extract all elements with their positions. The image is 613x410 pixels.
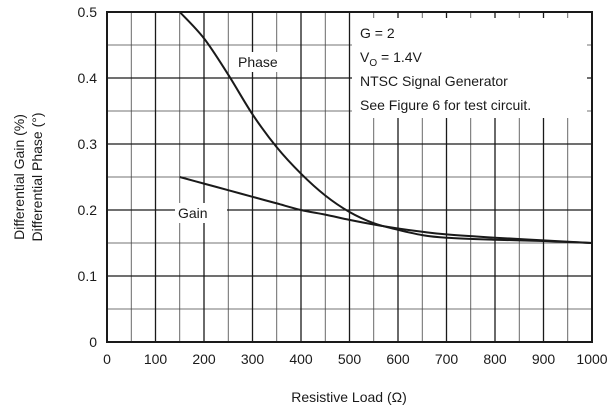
x-tick-label: 800 bbox=[483, 351, 507, 367]
x-tick-label: 300 bbox=[241, 351, 265, 367]
y-tick-label: 0.4 bbox=[78, 70, 98, 86]
x-axis-label: Resistive Load (Ω) bbox=[291, 389, 407, 405]
annotation-signal-generator: NTSC Signal Generator bbox=[360, 73, 508, 89]
x-tick-label: 400 bbox=[289, 351, 313, 367]
x-tick-label: 200 bbox=[192, 351, 216, 367]
phase-label: Phase bbox=[238, 54, 278, 70]
y-tick-label: 0 bbox=[89, 334, 97, 350]
x-tick-label: 500 bbox=[338, 351, 362, 367]
x-tick-labels: 0 100 200 300 400 500 600 700 800 900 1000 bbox=[103, 351, 608, 367]
x-tick-label: 1000 bbox=[576, 351, 607, 367]
x-tick-label: 600 bbox=[386, 351, 410, 367]
x-tick-label: 0 bbox=[103, 351, 111, 367]
series-lines bbox=[179, 11, 593, 244]
annotation-output-voltage: VO = 1.4V bbox=[360, 49, 423, 69]
phase-label-bg bbox=[233, 52, 293, 72]
vo-suffix: = 1.4V bbox=[377, 49, 422, 65]
series-line-gain bbox=[179, 176, 593, 244]
gain-label: Gain bbox=[178, 205, 208, 221]
y-tick-label: 0.3 bbox=[78, 136, 98, 152]
y-tick-label: 0.5 bbox=[78, 4, 98, 20]
x-tick-label: 700 bbox=[435, 351, 459, 367]
x-tick-label: 100 bbox=[144, 351, 168, 367]
plot-frame bbox=[106, 11, 593, 343]
y-tick-labels: 0 0.1 0.2 0.3 0.4 0.5 bbox=[78, 4, 98, 350]
annotation-box bbox=[352, 18, 587, 118]
vo-prefix: V bbox=[360, 49, 370, 65]
y-axis-label-gain: Differential Gain (%) bbox=[11, 114, 27, 240]
annotation-test-circuit: See Figure 6 for test circuit. bbox=[360, 97, 531, 113]
annotation-gain-setting: G = 2 bbox=[360, 25, 395, 41]
y-axis-label-phase: Differential Phase (°) bbox=[29, 112, 45, 241]
y-tick-label: 0.1 bbox=[78, 268, 98, 284]
series-line-phase bbox=[179, 11, 593, 244]
y-tick-label: 0.2 bbox=[78, 202, 98, 218]
x-tick-label: 900 bbox=[532, 351, 556, 367]
vo-subscript: O bbox=[369, 58, 377, 69]
gain-label-bg bbox=[175, 203, 227, 223]
